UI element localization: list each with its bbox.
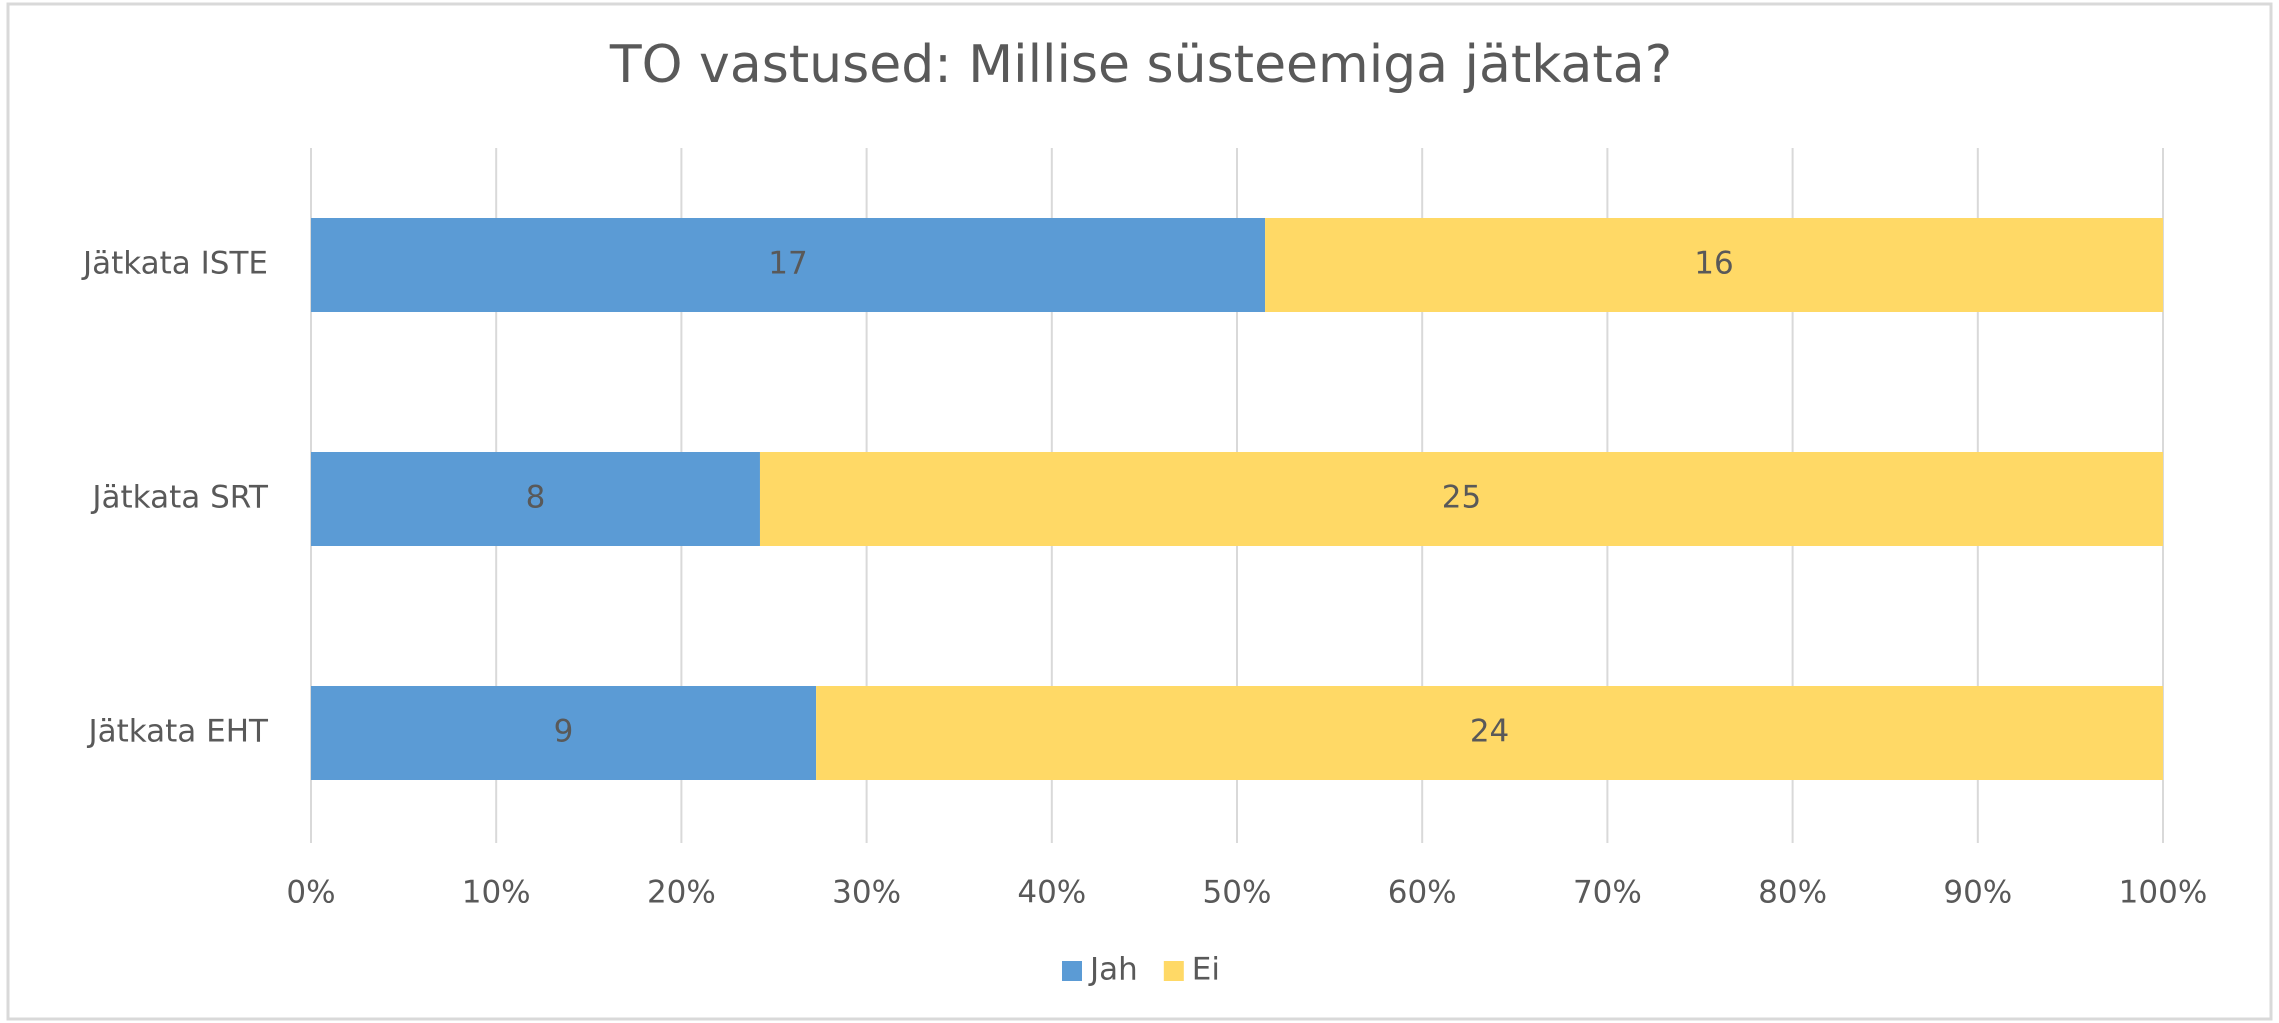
- x-tick-label: 30%: [832, 875, 901, 911]
- data-label: 25: [1442, 480, 1481, 516]
- data-label: 17: [768, 246, 807, 282]
- x-tick-label: 50%: [1203, 875, 1272, 911]
- legend-swatch: [1062, 961, 1082, 981]
- bar-segment: [311, 218, 1266, 312]
- x-tick-label: 40%: [1017, 875, 1086, 911]
- x-tick-label: 100%: [2119, 875, 2208, 911]
- bar-segment: [1265, 218, 2163, 312]
- x-tick-label: 20%: [647, 875, 716, 911]
- legend-label: Jah: [1088, 952, 1138, 988]
- bar-segment: [816, 686, 2164, 780]
- x-tick-label: 10%: [462, 875, 531, 911]
- legend-label: Ei: [1192, 952, 1220, 988]
- x-tick-label: 70%: [1573, 875, 1642, 911]
- x-tick-label: 80%: [1758, 875, 1827, 911]
- bar-segment: [759, 452, 2163, 546]
- y-tick-label: Jätkata SRT: [90, 480, 269, 516]
- x-tick-label: 0%: [286, 875, 335, 911]
- y-tick-label: Jätkata EHT: [86, 714, 269, 750]
- y-tick-label: Jätkata ISTE: [81, 246, 268, 282]
- x-tick-label: 60%: [1388, 875, 1457, 911]
- legend-swatch: [1163, 961, 1184, 981]
- chart-title: TO vastused: Millise süsteemiga jätkata?: [609, 35, 1672, 95]
- data-label: 16: [1694, 246, 1733, 282]
- bar-segment: [311, 686, 817, 780]
- data-label: 24: [1470, 714, 1509, 750]
- bar-segment: [311, 452, 760, 546]
- x-tick-label: 90%: [1943, 875, 2012, 911]
- data-label: 8: [526, 480, 546, 516]
- data-label: 9: [554, 714, 574, 750]
